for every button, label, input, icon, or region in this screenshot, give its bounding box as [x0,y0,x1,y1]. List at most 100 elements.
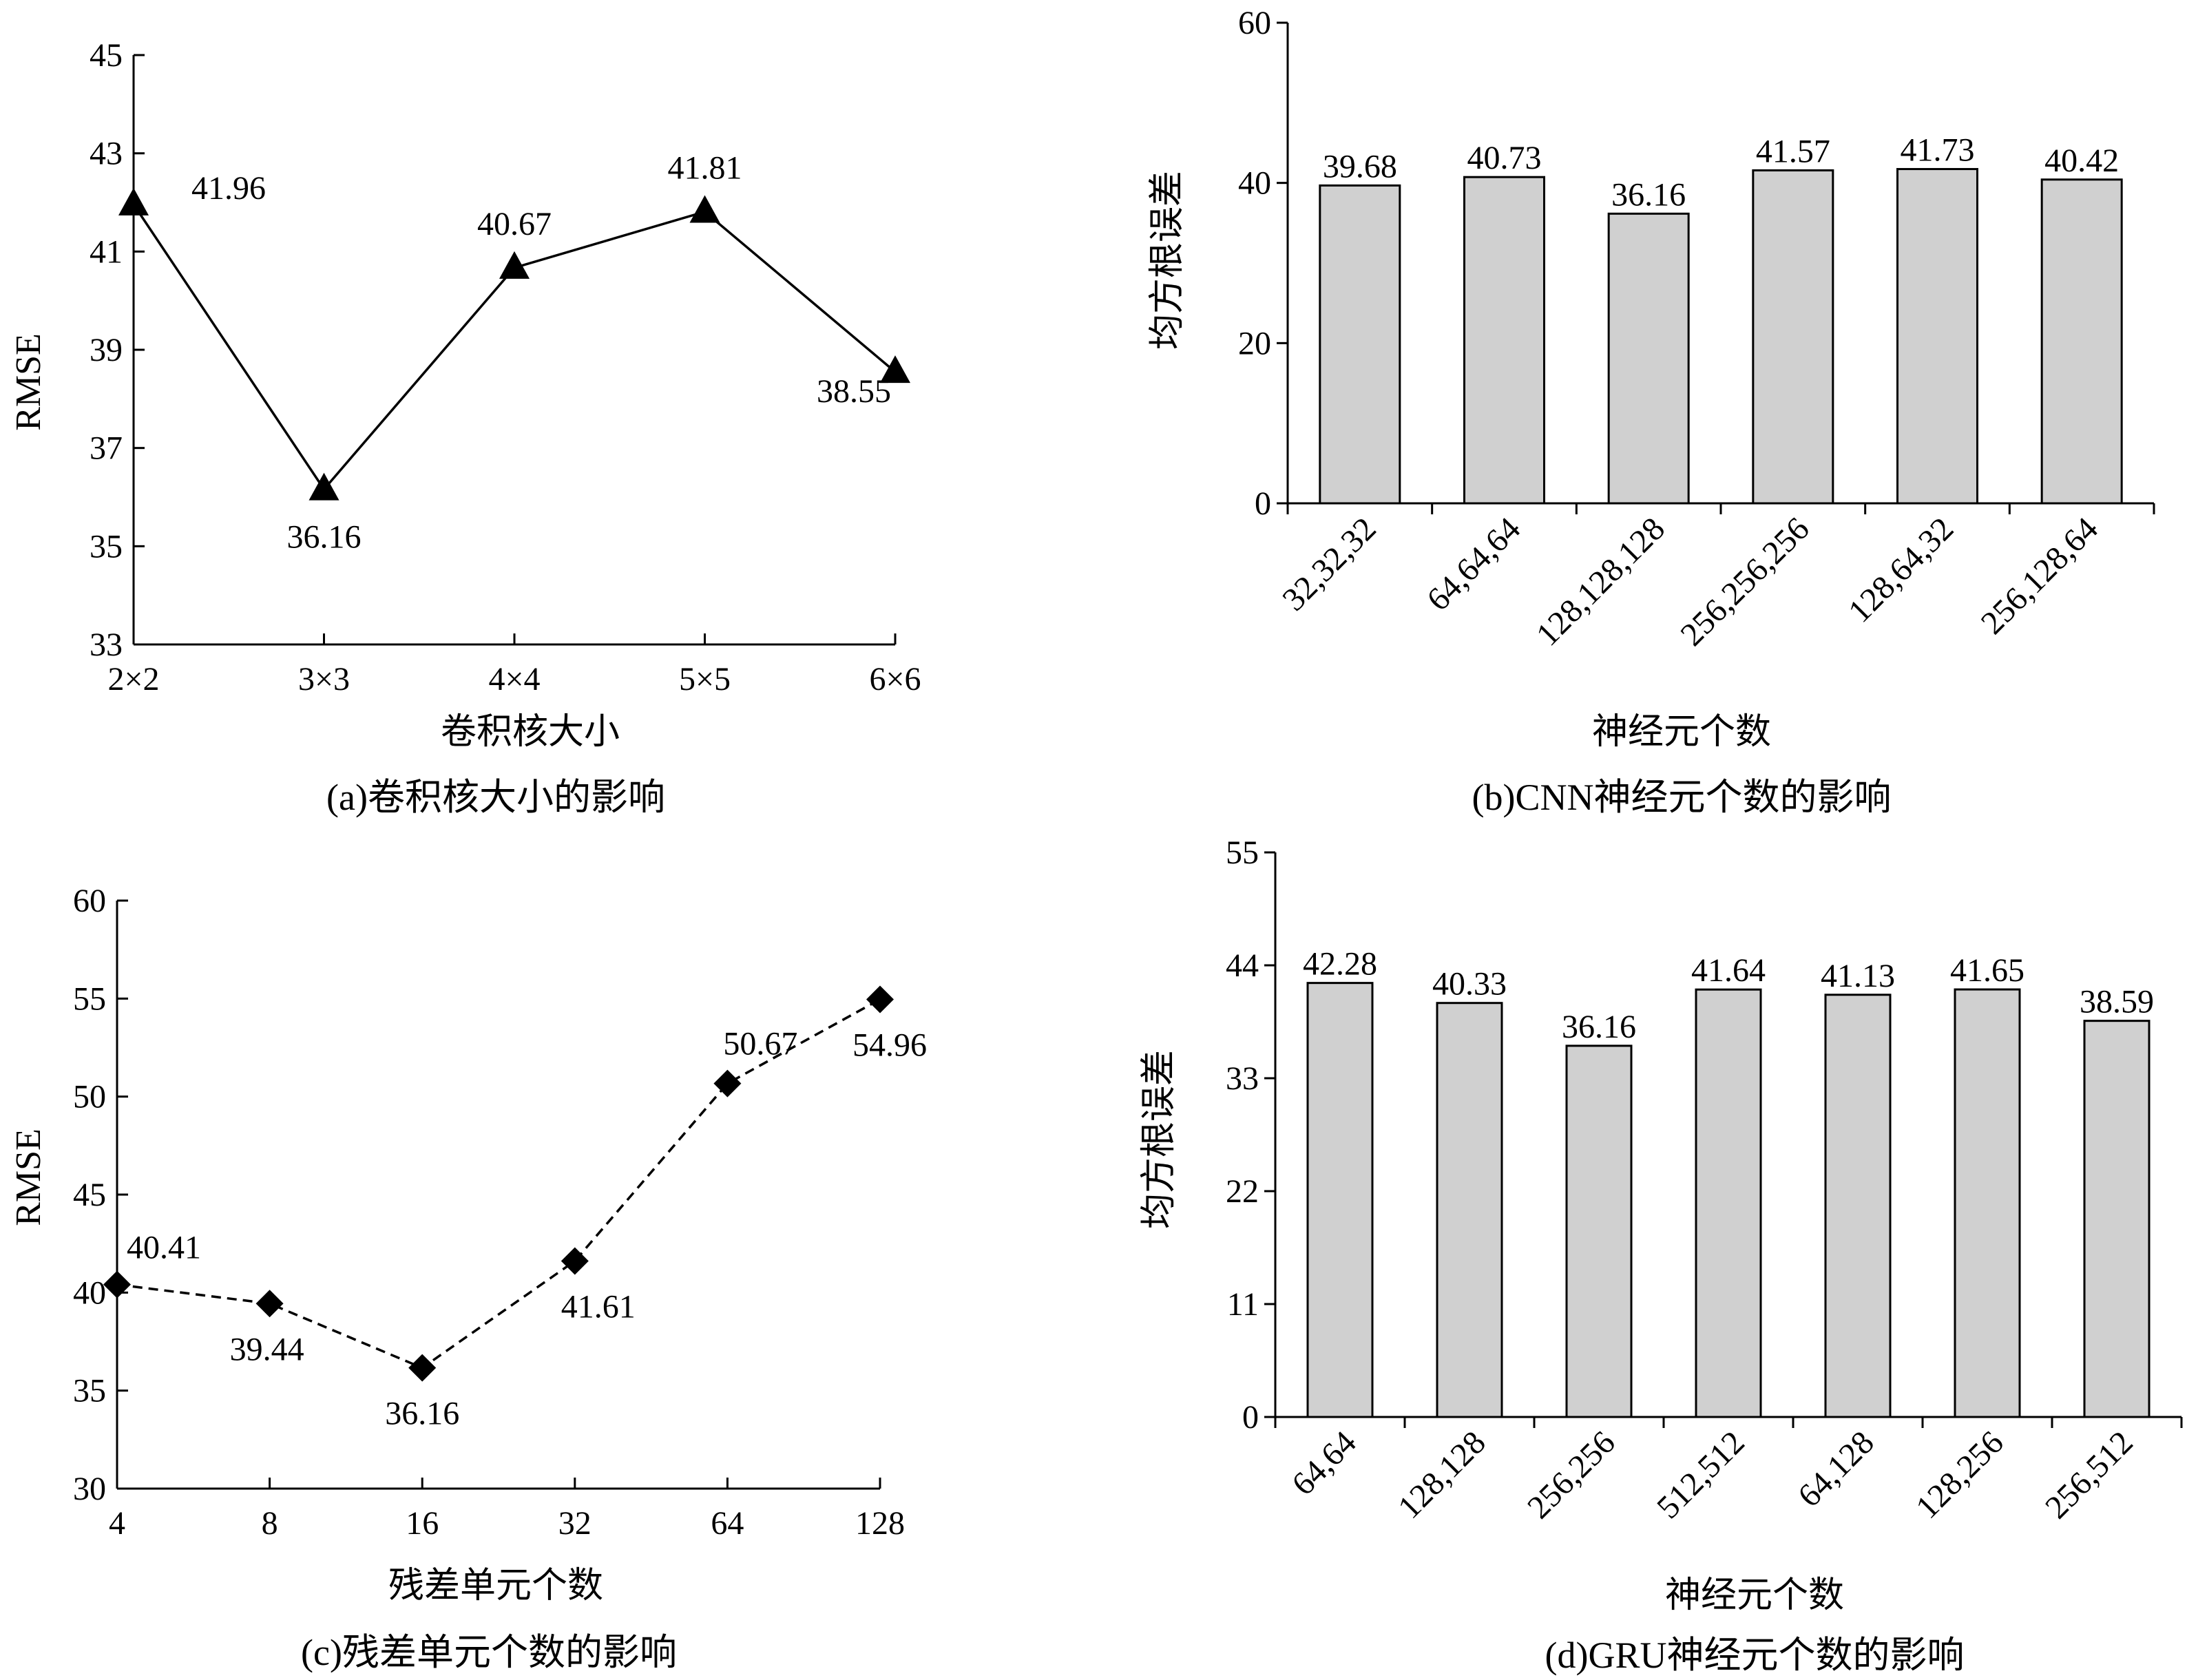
panel-a-xlabel: 卷积核大小 [441,713,620,752]
bar-value-label: 41.73 [1901,132,1975,169]
bar-value-label: 41.13 [1821,958,1895,994]
x-tick-label: 32,32,32 [1275,510,1383,618]
data-point-marker [103,1270,131,1299]
panel-d-gru-neurons-chart: 均方根误差 神经元个数 (d)GRU神经元个数的影响 0 11 22 33 44 55 42… [1140,834,2183,1676]
bar [1752,169,1834,505]
x-tick-label: 64,64 [1285,1424,1363,1502]
y-tick-label: 35 [73,1373,106,1409]
panel-a-caption: (a)卷积核大小的影响 [326,777,665,818]
x-tick-label: 8 [262,1505,278,1542]
bar-value-label: 41.65 [1950,952,2024,989]
y-tick-label: 22 [1226,1173,1259,1210]
data-point-marker [561,1247,589,1275]
data-value-label: 36.16 [287,519,362,556]
y-tick-label: 43 [90,136,123,172]
bar [1463,176,1545,505]
data-point-marker [689,195,720,223]
data-point-marker [713,1069,742,1098]
x-tick-label: 32 [558,1505,592,1542]
data-value-label: 41.96 [191,170,266,207]
data-value-label: 40.67 [477,206,552,242]
data-value-label: 54.96 [852,1027,927,1063]
x-tick-label: 5×5 [679,661,731,697]
data-point-marker [255,1290,284,1318]
data-value-label: 36.16 [385,1396,459,1432]
y-tick-label: 40 [1238,165,1271,202]
y-tick-label: 55 [73,980,106,1017]
bar [1436,1002,1503,1418]
bar [1306,982,1374,1418]
x-tick-label: 6×6 [869,661,921,697]
x-tick-label: 4×4 [488,661,540,697]
panel-b-cnn-neurons-chart: 均方根误差 神经元个数 (b)CNN神经元个数的影响 0 20 40 60 39.68 3… [1148,5,2155,818]
bar [1695,988,1762,1418]
panel-c-residual-units-chart: RMSE 残差单元个数 (c)残差单元个数的影响 30 35 40 45 50 55 60 4… [9,883,927,1673]
bar [2040,178,2123,505]
panel-d-xlabel: 神经元个数 [1665,1576,1844,1615]
x-tick-label: 64,128 [1791,1424,1881,1514]
y-tick-label: 41 [90,233,123,270]
panel-a-ylabel: RMSE [9,333,48,431]
panel-b-xlabel: 神经元个数 [1592,713,1771,752]
data-value-label: 38.55 [817,373,891,410]
y-tick-label: 45 [73,1177,106,1213]
bar [1954,988,2021,1418]
data-value-label: 41.81 [668,150,742,187]
bar [1824,994,1892,1418]
x-tick-label: 512,512 [1650,1424,1752,1526]
x-tick-label: 64,64,64 [1420,510,1527,618]
data-point-marker [118,187,149,216]
data-point-marker [880,355,910,384]
bar-value-label: 41.64 [1691,952,1766,989]
data-point-marker [499,251,530,279]
bar [2083,1020,2151,1418]
data-point-marker [408,1354,437,1382]
x-tick-label: 16 [406,1505,439,1542]
bar [1896,168,1978,505]
x-tick-label: 256,128,64 [1974,510,2105,641]
x-tick-label: 256,256 [1520,1424,1622,1526]
data-value-label: 41.61 [561,1289,636,1325]
data-point-marker [866,985,894,1014]
bar-value-label: 41.57 [1756,133,1830,169]
bar-value-label: 36.16 [1611,176,1686,213]
panel-c-caption: (c)残差单元个数的影响 [301,1632,677,1673]
bar [1565,1044,1633,1418]
data-value-label: 40.41 [127,1230,201,1266]
panel-c-ylabel: RMSE [9,1128,48,1226]
y-tick-label: 33 [90,627,123,663]
y-tick-label: 11 [1227,1286,1259,1323]
data-value-label: 39.44 [230,1331,304,1367]
x-tick-label: 256,512 [2038,1424,2140,1526]
y-tick-label: 0 [1242,1399,1259,1436]
bar-value-label: 38.59 [2080,984,2154,1020]
bar-value-label: 42.28 [1303,946,1377,983]
y-tick-label: 45 [90,37,123,74]
panel-b-caption: (b)CNN神经元个数的影响 [1472,777,1892,818]
y-tick-label: 20 [1238,325,1271,361]
panel-b-ylabel: 均方根误差 [1148,171,1187,350]
y-tick-label: 60 [1238,5,1271,41]
bar [1319,184,1401,505]
y-tick-label: 50 [73,1079,106,1115]
y-tick-label: 39 [90,332,123,368]
x-tick-label: 128,256 [1909,1424,2011,1526]
y-tick-label: 37 [90,430,123,467]
y-tick-label: 60 [73,883,106,919]
bar-value-label: 39.68 [1323,148,1397,185]
series-line [132,203,897,492]
panel-c-xlabel: 残差单元个数 [388,1566,603,1606]
x-tick-label: 128,128 [1391,1424,1493,1526]
x-tick-label: 64 [711,1505,744,1542]
bar-value-label: 40.73 [1467,140,1542,176]
x-tick-label: 128 [855,1505,905,1542]
bar-value-label: 40.33 [1432,966,1507,1002]
panel-d-caption: (d)GRU神经元个数的影响 [1545,1635,1965,1676]
x-tick-label: 3×3 [298,661,350,697]
y-tick-label: 30 [73,1471,106,1507]
x-tick-label: 128,64,32 [1841,510,1960,629]
x-tick-label: 2×2 [107,661,159,697]
y-tick-label: 40 [73,1274,106,1311]
y-tick-label: 35 [90,528,123,565]
